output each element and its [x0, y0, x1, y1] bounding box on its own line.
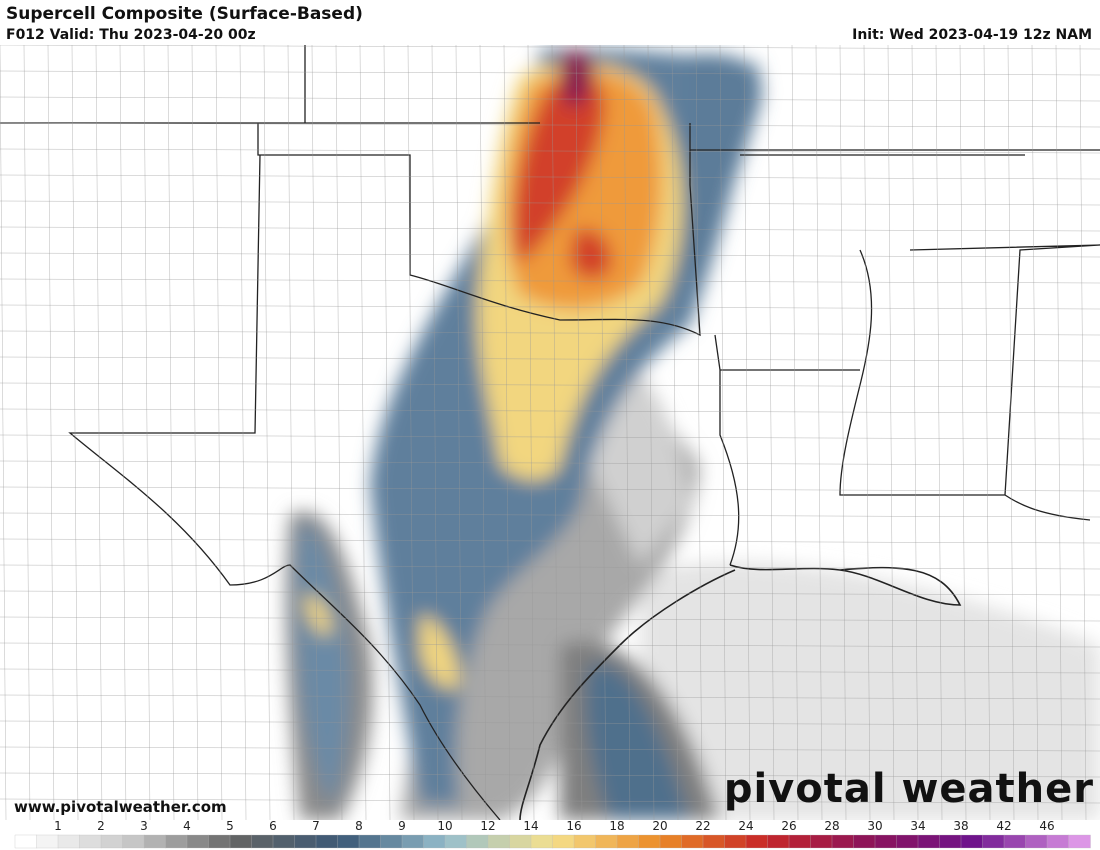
colorbar-label: 46 [1039, 819, 1054, 833]
colorbar-swatch [294, 834, 317, 849]
colorbar-label: 20 [652, 819, 667, 833]
colorbar-label: 38 [953, 819, 968, 833]
colorbar-swatch [616, 834, 640, 849]
colorbar-swatch [122, 834, 145, 849]
colorbar-swatch [681, 834, 704, 849]
map-title: Supercell Composite (Surface-Based) [6, 4, 363, 24]
colorbar-swatch [552, 834, 575, 849]
colorbar-label: 16 [566, 819, 581, 833]
colorbar-swatch [57, 834, 81, 849]
colorbar-swatch [745, 834, 769, 849]
colorbar-swatch [638, 834, 661, 849]
colorbar-swatch [853, 834, 876, 849]
colorbar-swatch [573, 834, 597, 849]
colorbar-swatch [896, 834, 919, 849]
colorbar-swatch [100, 834, 124, 849]
init-time: Init: Wed 2023-04-19 12z NAM [852, 27, 1092, 43]
colorbar: 1 2 3 4 5 6 7 8 9 10 12 14 16 18 20 22 24 26 28 30 34 38 42 46 [14, 819, 1091, 849]
colorbar-swatch [229, 834, 253, 849]
colorbar-swatch [509, 834, 532, 849]
county-grid [0, 45, 1100, 820]
colorbar-swatch [702, 834, 726, 849]
colorbar-label: 6 [269, 819, 277, 833]
colorbar-label: 22 [695, 819, 710, 833]
colorbar-label: 3 [140, 819, 148, 833]
colorbar-swatch [79, 834, 102, 849]
colorbar-label: 30 [867, 819, 882, 833]
colorbar-swatch [315, 834, 339, 849]
colorbar-swatch [380, 834, 403, 849]
colorbar-label: 2 [97, 819, 105, 833]
county-lines [0, 45, 1100, 820]
colorbar-swatch [143, 834, 167, 849]
colorbar-swatch [939, 834, 962, 849]
colorbar-swatch [337, 834, 360, 849]
colorbar-swatch [831, 834, 855, 849]
colorbar-label: 4 [183, 819, 191, 833]
colorbar-swatch [530, 834, 554, 849]
colorbar-swatch [1003, 834, 1027, 849]
colorbar-swatch [466, 834, 489, 849]
colorbar-swatch [487, 834, 511, 849]
colorbar-swatch [358, 834, 382, 849]
colorbar-swatch [251, 834, 274, 849]
colorbar-label: 24 [738, 819, 753, 833]
colorbar-swatch [401, 834, 425, 849]
colorbar-swatch [165, 834, 188, 849]
colorbar-swatch [724, 834, 747, 849]
logo: pivotal weather [723, 766, 1094, 812]
colorbar-swatch [788, 834, 812, 849]
colorbar-label: 42 [996, 819, 1011, 833]
colorbar-label: 9 [398, 819, 406, 833]
colorbar-swatch [1068, 834, 1091, 849]
colorbar-swatch [208, 834, 231, 849]
colorbar-swatch [36, 834, 59, 849]
colorbar-swatch [1046, 834, 1070, 849]
colorbar-swatch [186, 834, 210, 849]
colorbar-swatch [767, 834, 790, 849]
colorbar-swatch [14, 834, 38, 849]
colorbar-label: 28 [824, 819, 839, 833]
colorbar-label: 1 [54, 819, 62, 833]
colorbar-label: 5 [226, 819, 234, 833]
colorbar-swatch [595, 834, 618, 849]
valid-time: F012 Valid: Thu 2023-04-20 00z [6, 27, 256, 43]
site-url: www.pivotalweather.com [14, 798, 227, 816]
colorbar-label: 18 [609, 819, 624, 833]
colorbar-label: 7 [312, 819, 320, 833]
colorbar-swatch [960, 834, 984, 849]
colorbar-swatch [982, 834, 1005, 849]
colorbar-swatch [444, 834, 468, 849]
boundaries [0, 45, 1100, 820]
colorbar-label: 12 [480, 819, 495, 833]
colorbar-label: 34 [910, 819, 925, 833]
colorbar-label: 10 [437, 819, 452, 833]
colorbar-label: 8 [355, 819, 363, 833]
colorbar-swatch [659, 834, 683, 849]
colorbar-label: 26 [781, 819, 796, 833]
colorbar-swatch [423, 834, 446, 849]
field [285, 48, 1100, 820]
colorbar-swatch [810, 834, 833, 849]
colorbar-swatch [272, 834, 296, 849]
colorbar-label: 14 [523, 819, 538, 833]
map [0, 45, 1100, 820]
colorbar-swatch [1025, 834, 1048, 849]
colorbar-swatch [874, 834, 898, 849]
colorbar-swatch [917, 834, 941, 849]
